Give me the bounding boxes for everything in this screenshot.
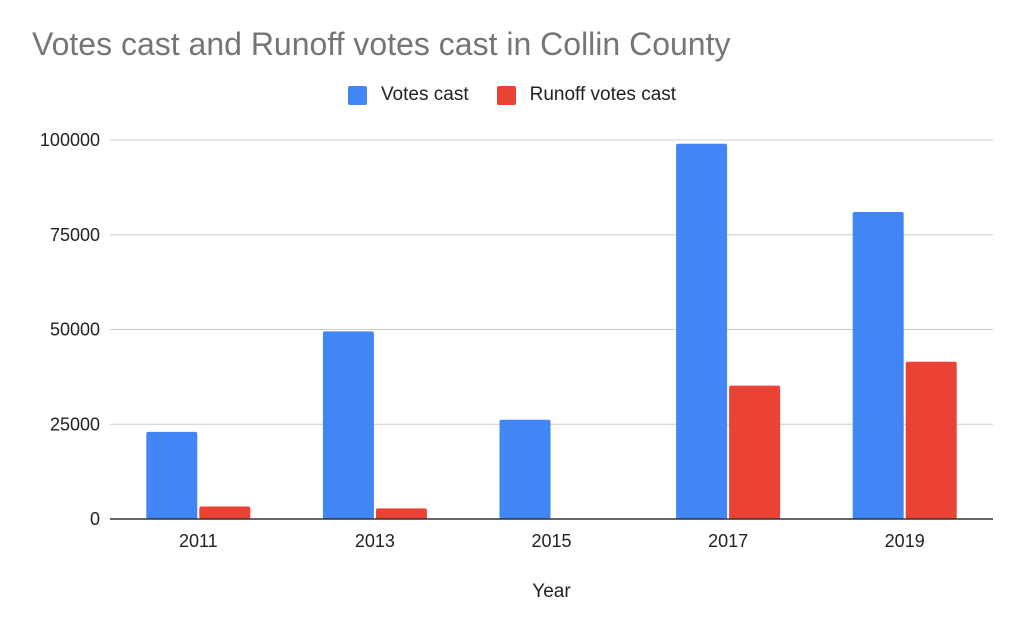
legend-label-runoff-votes-cast: Runoff votes cast — [529, 84, 677, 105]
legend-label-votes-cast: Votes cast — [380, 84, 469, 105]
bar-runoff-votes-cast-2019[interactable] — [905, 361, 957, 519]
x-tick-label: 2013 — [355, 531, 395, 551]
bar-votes-cast-2019[interactable] — [852, 212, 904, 519]
legend-item-votes-cast[interactable]: Votes cast — [347, 84, 469, 106]
x-tick-label: 2017 — [708, 531, 748, 551]
bar-votes-cast-2017[interactable] — [676, 143, 728, 520]
legend: Votes cast Runoff votes cast — [0, 84, 1024, 106]
y-tick-label: 50000 — [50, 320, 100, 340]
legend-swatch-runoff-votes-cast — [496, 85, 516, 105]
bar-votes-cast-2013[interactable] — [322, 331, 374, 519]
y-axis-ticks: 0 25000 50000 75000 100000 — [40, 130, 100, 529]
gridlines — [110, 139, 993, 425]
y-tick-label: 25000 — [50, 414, 100, 434]
y-tick-label: 0 — [90, 509, 100, 529]
bars — [146, 143, 957, 520]
x-tick-label: 2019 — [885, 531, 925, 551]
x-axis-ticks: 2011 2013 2015 2017 2019 — [179, 531, 925, 551]
y-tick-label: 100000 — [40, 130, 100, 150]
legend-swatch-votes-cast — [347, 85, 367, 105]
bar-runoff-votes-cast-2013[interactable] — [375, 508, 427, 519]
legend-item-runoff-votes-cast[interactable]: Runoff votes cast — [496, 84, 677, 106]
x-tick-label: 2015 — [531, 531, 571, 551]
chart-title: Votes cast and Runoff votes cast in Coll… — [32, 26, 731, 62]
bar-votes-cast-2015[interactable] — [499, 419, 551, 519]
x-tick-label: 2011 — [179, 531, 218, 551]
y-tick-label: 75000 — [50, 225, 100, 245]
bar-runoff-votes-cast-2017[interactable] — [729, 385, 781, 519]
x-axis-title: Year — [532, 581, 571, 602]
bar-votes-cast-2011[interactable] — [146, 431, 198, 519]
bar-runoff-votes-cast-2011[interactable] — [199, 506, 251, 519]
